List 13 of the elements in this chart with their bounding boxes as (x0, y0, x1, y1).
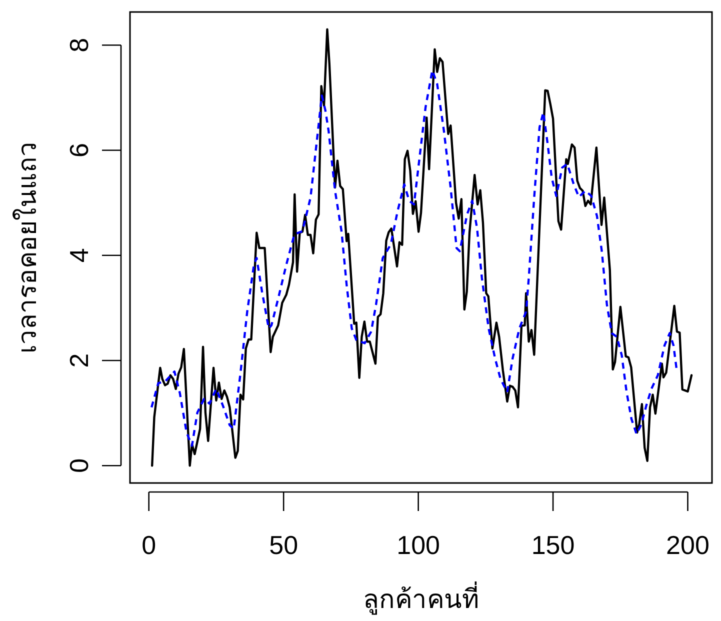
x-tick-label: 150 (531, 530, 575, 560)
y-axis-title: เวลารอคอยในแถว (12, 142, 42, 354)
y-tick-label: 6 (64, 143, 94, 158)
y-tick-label: 2 (64, 353, 94, 368)
x-tick-label: 200 (666, 530, 710, 560)
x-tick-label: 0 (142, 530, 156, 560)
y-tick-label: 8 (64, 38, 94, 52)
y-tick-label: 4 (64, 248, 94, 263)
y-tick-label: 0 (64, 458, 94, 473)
x-axis-title: ลูกค้าคนที่ (363, 581, 479, 615)
x-tick-label: 50 (269, 530, 298, 560)
x-tick-label: 100 (396, 530, 440, 560)
line-series (150, 28, 693, 467)
